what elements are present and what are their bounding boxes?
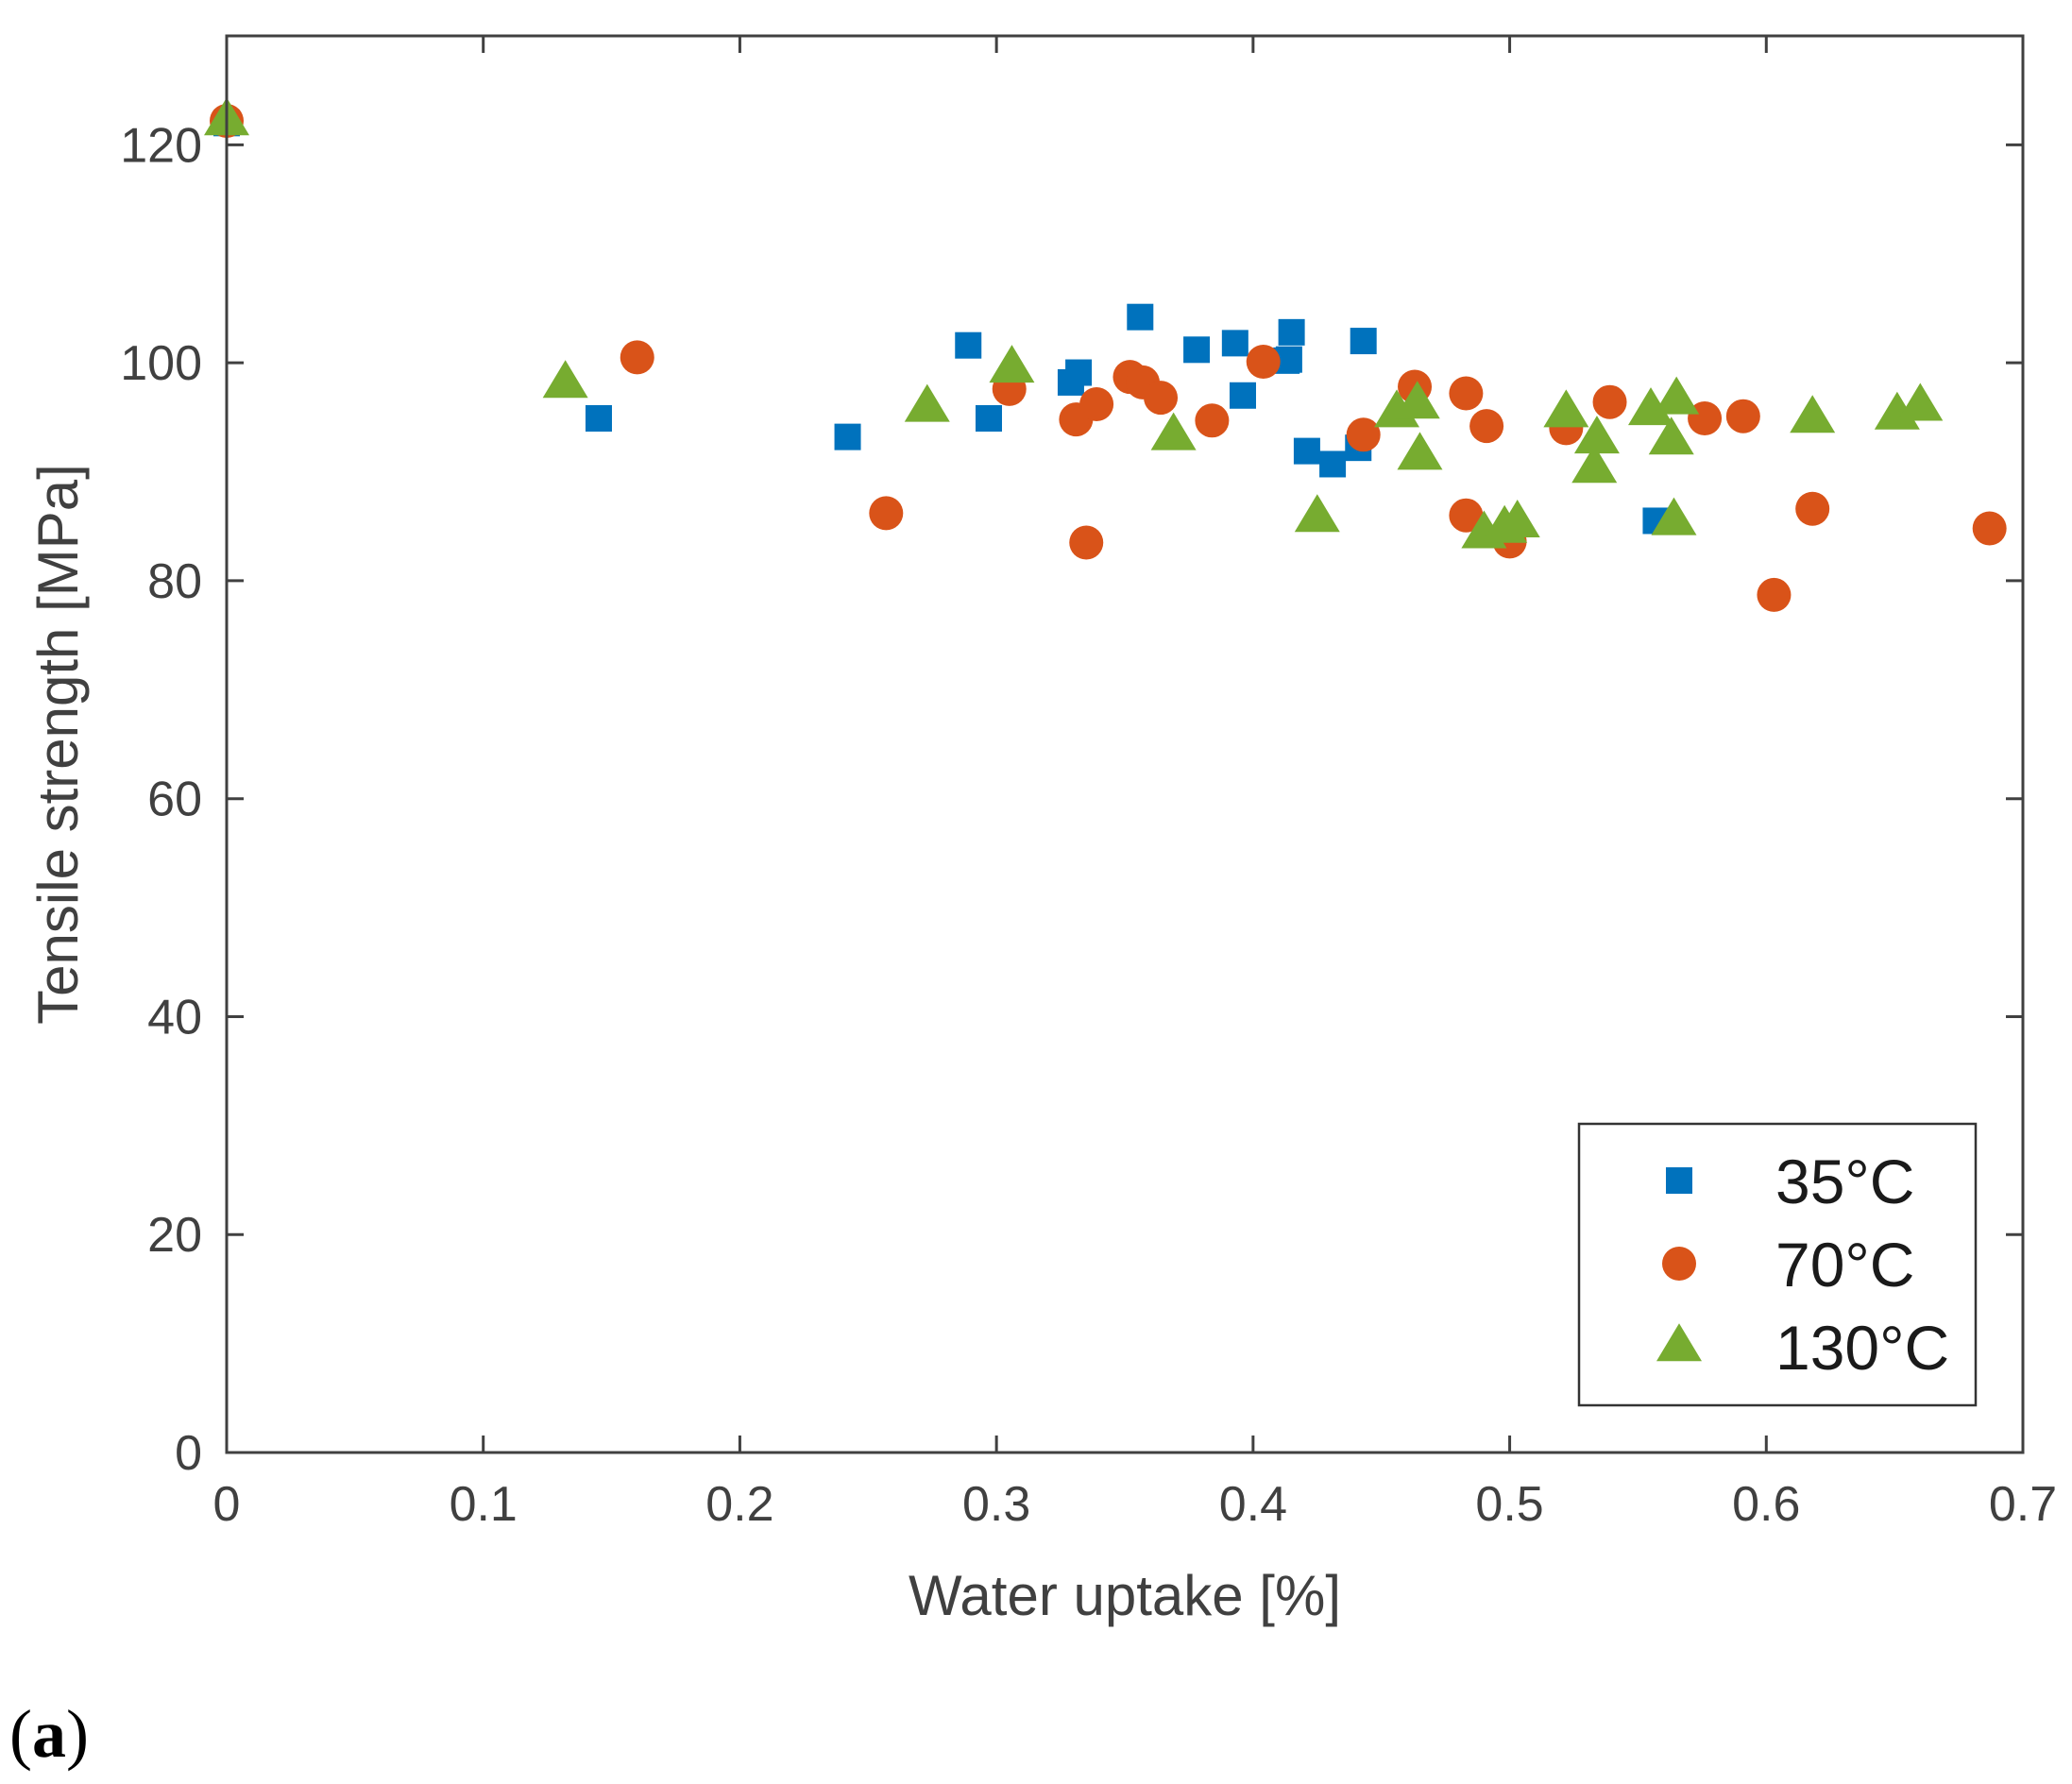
data-point-square <box>1278 318 1305 346</box>
x-tick-label: 0.4 <box>1219 1477 1287 1532</box>
data-point-triangle <box>1628 387 1674 426</box>
y-tick-label: 40 <box>147 990 202 1045</box>
x-tick-label: 0.5 <box>1475 1477 1543 1532</box>
legend: 35°C 70°C 130°C <box>1577 1122 1978 1407</box>
y-tick-label: 60 <box>147 773 202 827</box>
data-point-square <box>1293 437 1320 465</box>
data-points <box>204 97 2007 612</box>
legend-label: 70°C <box>1775 1230 1914 1300</box>
legend-label: 35°C <box>1775 1147 1914 1216</box>
legend-marker-circle <box>1662 1247 1696 1281</box>
data-point-circle <box>1246 345 1281 379</box>
data-point-triangle <box>1897 382 1944 421</box>
data-point-square <box>1183 336 1211 364</box>
data-point-square <box>1319 450 1347 478</box>
panel-label: (a) <box>9 1695 89 1774</box>
data-point-circle <box>1757 577 1792 612</box>
legend-label: 130°C <box>1775 1313 1949 1383</box>
series-square <box>213 110 1670 535</box>
panel-label-close: ) <box>65 1696 89 1772</box>
y-tick-label: 100 <box>120 336 202 391</box>
data-point-square <box>1065 359 1093 386</box>
data-point-square <box>1221 330 1248 357</box>
data-point-triangle <box>904 383 950 422</box>
data-point-square <box>1229 382 1256 409</box>
x-tick-label: 0.7 <box>1989 1477 2057 1532</box>
data-point-triangle <box>542 360 588 399</box>
legend-box <box>1577 1122 1978 1407</box>
y-axis-label: Tensile strength [MPa] <box>26 464 90 1025</box>
data-point-triangle <box>1573 416 1620 454</box>
x-tick-label: 0.1 <box>450 1477 518 1532</box>
data-point-triangle <box>1294 494 1340 533</box>
plot-frame <box>225 34 2025 1454</box>
data-point-circle <box>620 340 654 375</box>
legend-marker-square <box>1666 1167 1692 1194</box>
legend-marker-triangle <box>1656 1323 1702 1362</box>
data-point-square <box>585 405 612 432</box>
data-point-square <box>955 331 982 359</box>
data-point-circle <box>1069 525 1104 560</box>
data-point-triangle <box>1543 389 1589 428</box>
data-point-triangle <box>1651 497 1697 535</box>
data-point-circle <box>1346 417 1381 452</box>
data-point-circle <box>1195 403 1230 438</box>
data-point-square <box>1350 328 1377 355</box>
y-tick-label: 0 <box>175 1426 202 1481</box>
data-point-circle <box>1795 491 1830 526</box>
data-point-triangle <box>1397 432 1443 470</box>
data-point-triangle <box>1394 381 1440 419</box>
data-point-circle <box>1449 498 1484 533</box>
data-point-triangle <box>989 345 1035 383</box>
data-point-circle <box>869 496 904 531</box>
data-point-triangle <box>1494 499 1540 537</box>
series-triangle <box>204 97 1944 549</box>
data-point-circle <box>1972 511 2007 546</box>
x-axis-label: Water uptake [%] <box>909 1564 1341 1627</box>
axis-tick-labels: 0 0.1 0.2 0.3 0.4 0.5 0.6 0.7 0 20 40 60 80 100 120 <box>120 118 2057 1532</box>
data-point-triangle <box>1150 412 1197 450</box>
y-tick-label: 80 <box>147 554 202 609</box>
data-point-square <box>834 423 861 450</box>
data-point-triangle <box>1654 376 1700 415</box>
data-point-circle <box>1592 384 1627 419</box>
data-point-circle <box>1469 409 1504 444</box>
data-point-circle <box>1449 376 1484 411</box>
data-point-square <box>1127 303 1154 331</box>
y-tick-label: 20 <box>147 1208 202 1263</box>
data-point-triangle <box>1571 445 1618 484</box>
data-point-circle <box>1144 381 1179 416</box>
data-point-circle <box>1079 387 1114 421</box>
data-point-triangle <box>1790 395 1836 433</box>
x-tick-label: 0.2 <box>705 1477 773 1532</box>
data-point-square <box>975 405 1002 432</box>
x-tick-label: 0.6 <box>1732 1477 1800 1532</box>
data-point-triangle <box>1648 416 1694 455</box>
x-tick-label: 0 <box>213 1477 241 1532</box>
y-tick-label: 120 <box>120 118 202 173</box>
data-point-circle <box>1725 399 1760 433</box>
panel-label-open: ( <box>9 1696 32 1772</box>
panel-label-letter: a <box>31 1696 66 1772</box>
x-tick-label: 0.3 <box>962 1477 1030 1532</box>
